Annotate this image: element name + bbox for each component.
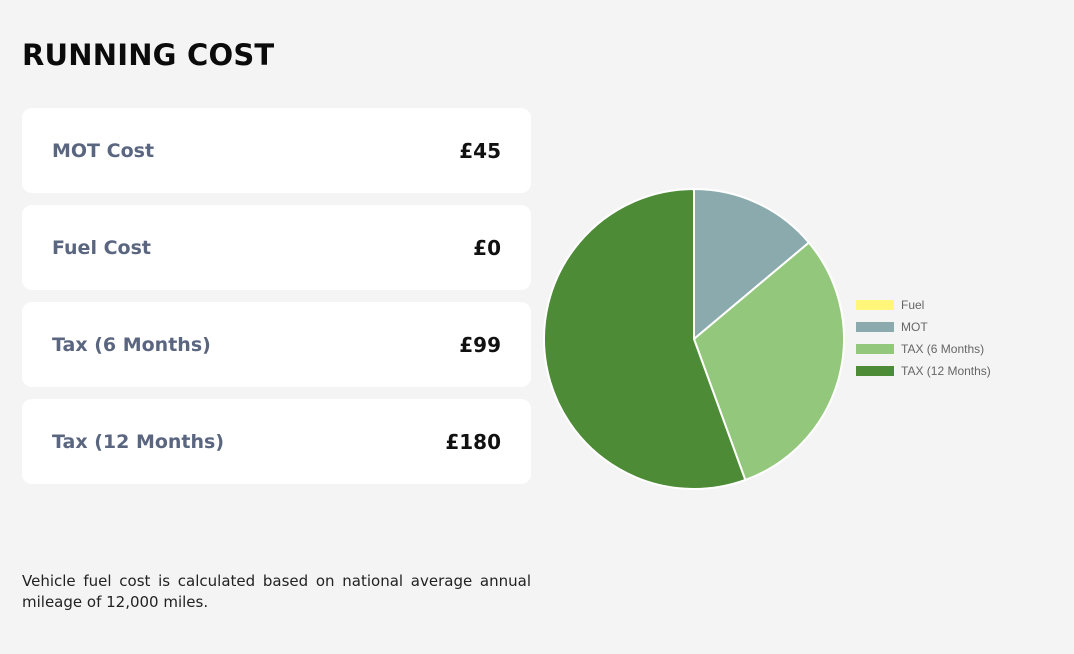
legend-swatch-mot [856,322,894,332]
page-title: RUNNING COST [22,38,275,72]
legend-label-mot: MOT [901,320,928,334]
running-cost-pie-chart: Fuel MOT TAX (6 Months) TAX (12 Months) [540,185,1020,495]
mot-cost-label: MOT Cost [52,139,155,162]
tax-6-months-label: Tax (6 Months) [52,333,211,356]
cost-list: MOT Cost £45 Fuel Cost £0 Tax (6 Months)… [22,108,531,496]
pie-chart-svg: Fuel MOT TAX (6 Months) TAX (12 Months) [543,187,991,490]
tax-12-months-label: Tax (12 Months) [52,430,225,453]
legend-label-tax-6-months: TAX (6 Months) [901,342,984,356]
fuel-cost-value: £0 [473,235,501,260]
pie-slice-tax-6-months [692,241,845,482]
pie-slice-tax-12-months [543,187,747,490]
legend-label-fuel: Fuel [901,298,924,312]
pie-slice-mot [693,187,811,342]
pie-legend: Fuel MOT TAX (6 Months) TAX (12 Months) [856,298,991,378]
tax-6-months-value: £99 [459,332,501,357]
legend-label-tax-12-months: TAX (12 Months) [901,364,991,378]
legend-swatch-tax-6-months [856,344,894,354]
pie-slices [543,187,845,490]
tax-6-months-card: Tax (6 Months) £99 [22,302,531,387]
legend-swatch-fuel [856,300,894,310]
mot-cost-value: £45 [459,138,501,163]
mot-cost-card: MOT Cost £45 [22,108,531,193]
tax-12-months-value: £180 [445,429,501,454]
legend-swatch-tax-12-months [856,366,894,376]
tax-12-months-card: Tax (12 Months) £180 [22,399,531,484]
fuel-cost-label: Fuel Cost [52,236,151,259]
fuel-cost-card: Fuel Cost £0 [22,205,531,290]
fuel-cost-footnote: Vehicle fuel cost is calculated based on… [22,572,531,611]
